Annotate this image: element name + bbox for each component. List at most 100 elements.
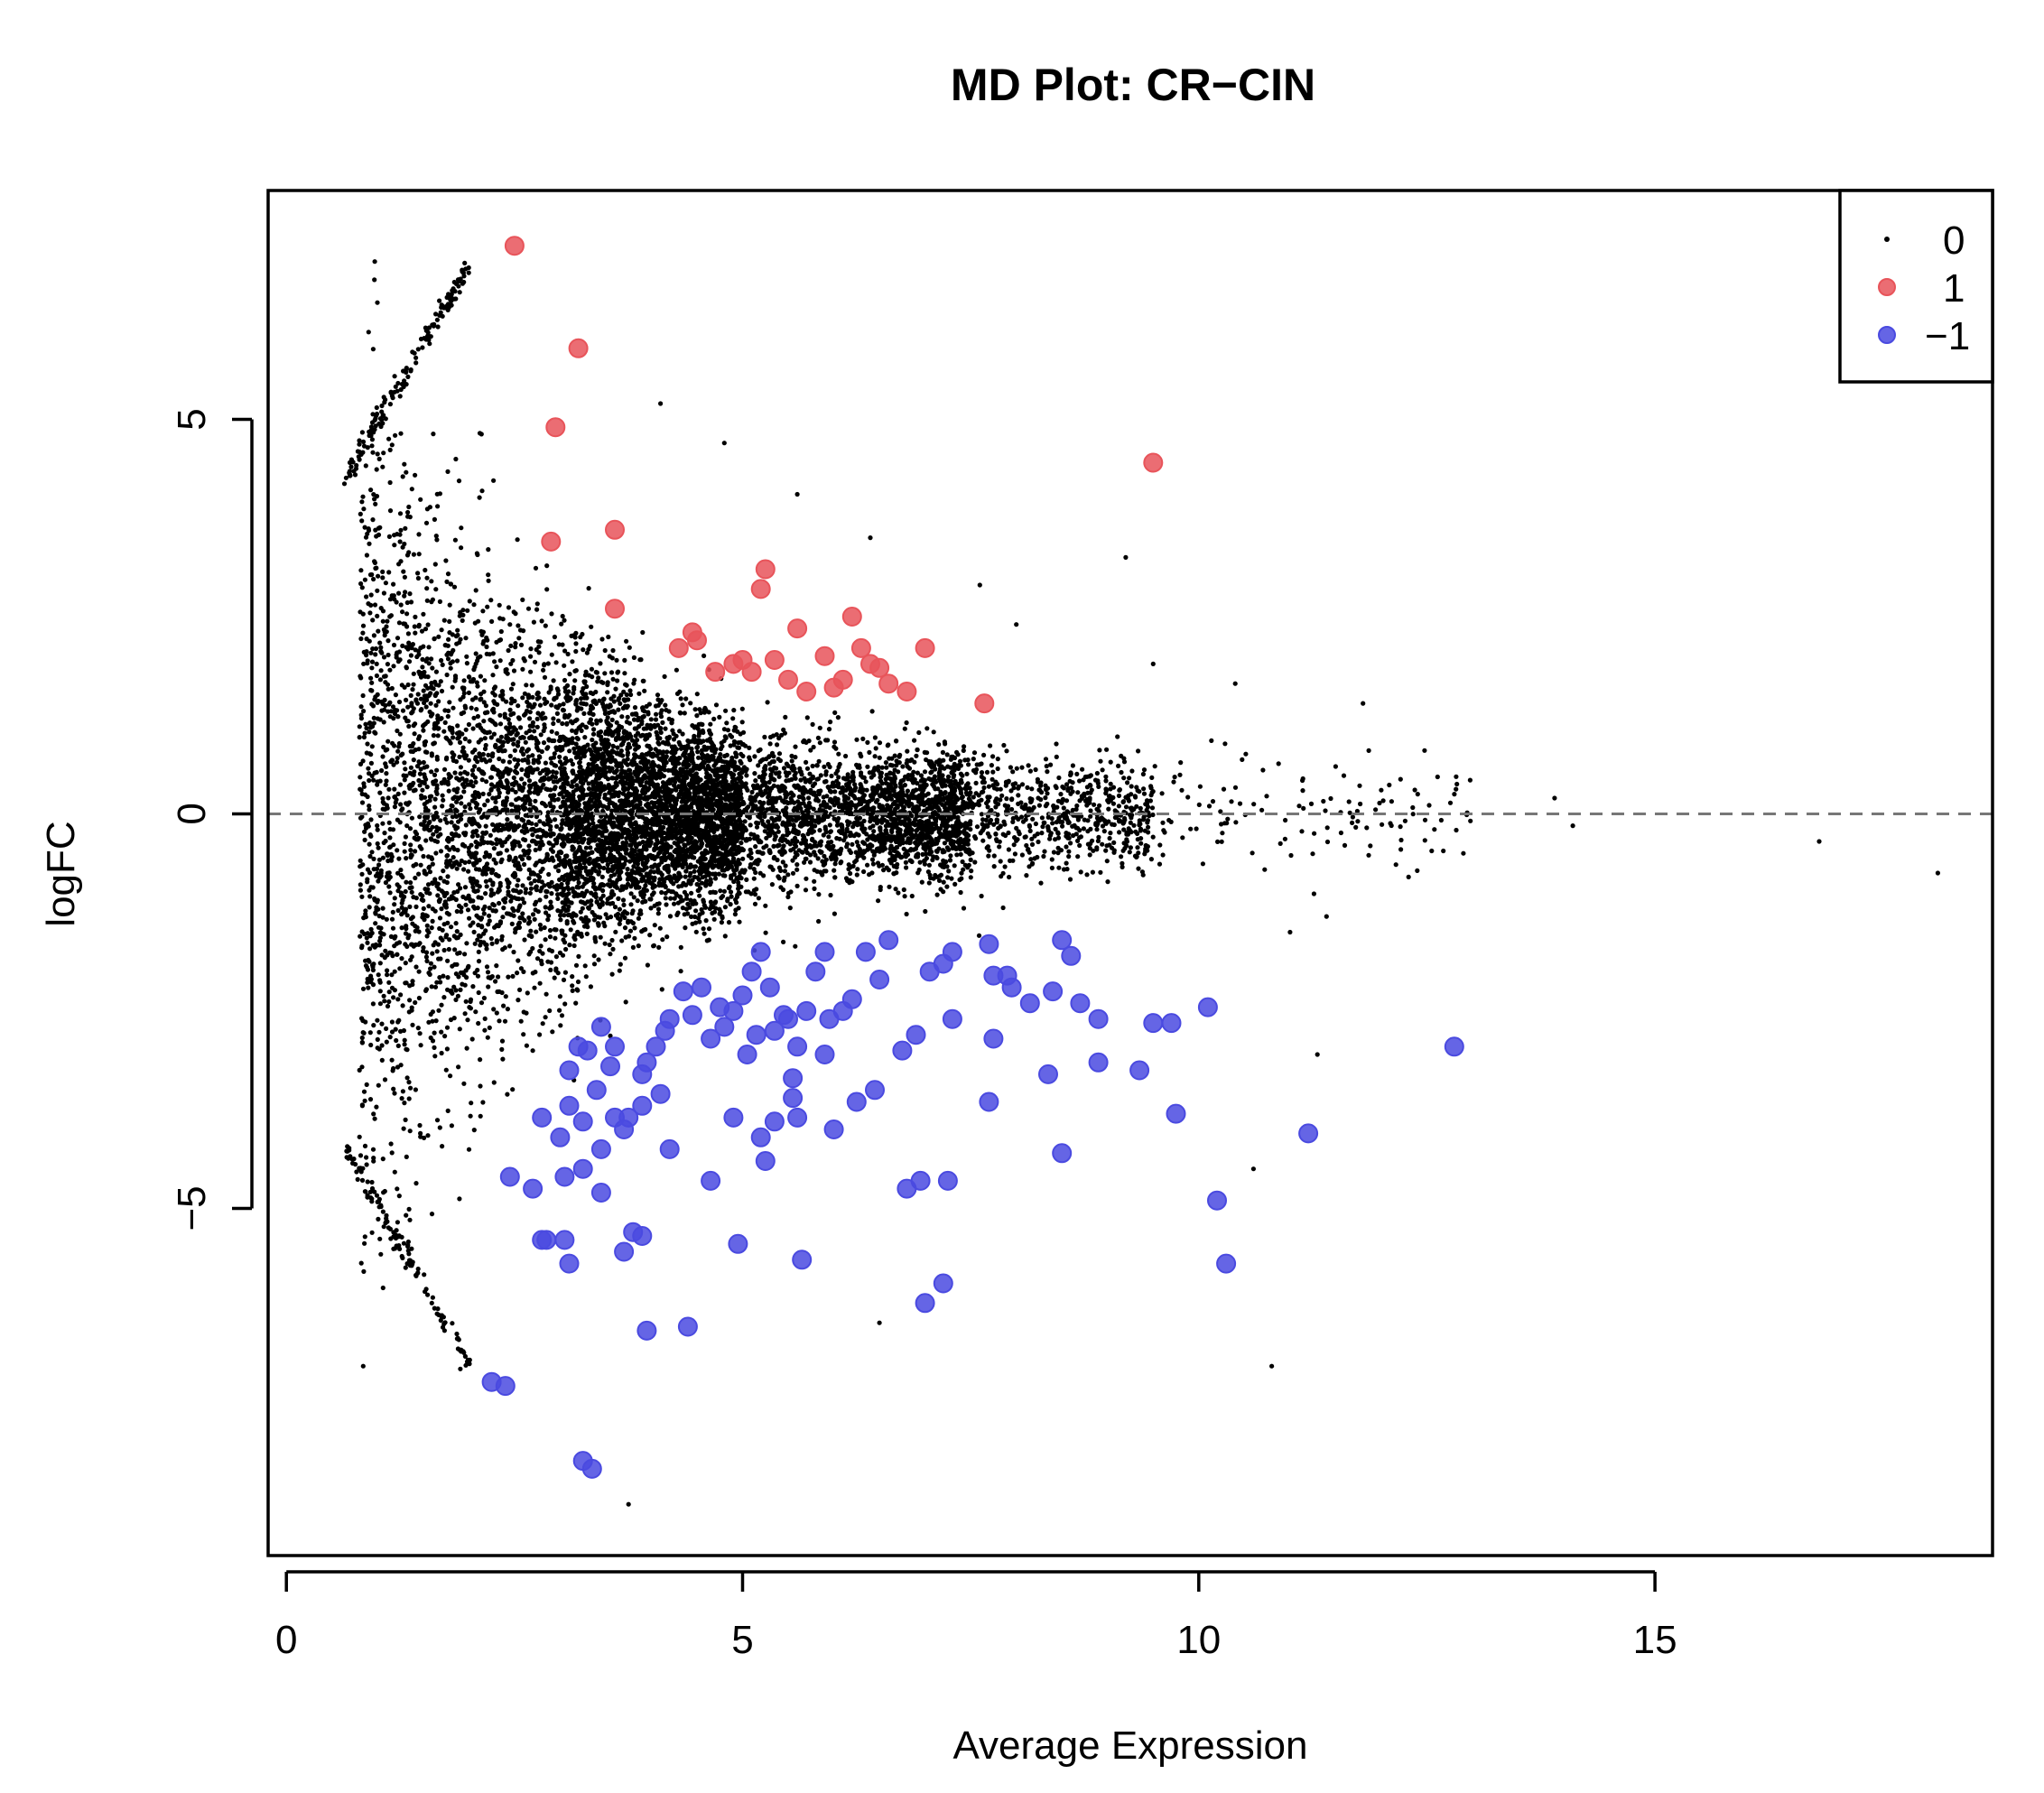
point-not-significant [939, 781, 944, 786]
point-not-significant [519, 776, 525, 782]
point-not-significant [424, 923, 430, 928]
point-not-significant [425, 1133, 431, 1138]
point-not-significant [897, 752, 903, 757]
point-not-significant [475, 713, 481, 720]
point-not-significant [377, 961, 383, 966]
point-not-significant [785, 890, 792, 896]
point-not-significant [1019, 765, 1025, 770]
point-not-significant [482, 678, 488, 683]
point-not-significant [827, 805, 832, 811]
point-not-significant [548, 804, 553, 809]
point-not-significant [418, 1134, 423, 1139]
point-not-significant [434, 757, 440, 762]
point-not-significant [440, 793, 445, 798]
point-not-significant [902, 726, 907, 731]
point-not-significant [998, 859, 1003, 864]
point-not-significant [1259, 807, 1265, 813]
point-not-significant [470, 816, 476, 822]
point-not-significant [537, 1032, 543, 1037]
point-not-significant [520, 695, 525, 701]
point-not-significant [434, 814, 440, 820]
point-not-significant [378, 925, 384, 931]
point-not-significant [948, 853, 953, 859]
point-not-significant [475, 937, 480, 943]
point-not-significant [921, 845, 926, 850]
point-not-significant [432, 1030, 437, 1036]
point-not-significant [1410, 812, 1416, 817]
point-not-significant [469, 1036, 475, 1042]
point-not-significant [1091, 848, 1096, 853]
point-not-significant [393, 800, 398, 805]
point-not-significant [1347, 810, 1352, 815]
point-not-significant [403, 1117, 408, 1122]
point-not-significant [599, 874, 605, 880]
point-not-significant [491, 1080, 497, 1085]
point-not-significant [549, 891, 554, 896]
point-not-significant [581, 647, 586, 653]
point-not-significant [1447, 800, 1454, 805]
point-not-significant [387, 890, 393, 896]
point-not-significant [484, 884, 489, 889]
point-not-significant [527, 802, 533, 807]
point-not-significant [530, 1048, 535, 1054]
point-not-significant [359, 791, 365, 797]
point-not-significant [867, 799, 872, 804]
point-not-significant [418, 862, 423, 868]
point-not-significant [367, 946, 373, 952]
point-not-significant [572, 936, 578, 942]
point-not-significant [359, 871, 365, 877]
point-not-significant [915, 770, 921, 776]
point-not-significant [409, 889, 414, 895]
point-not-significant [368, 1042, 374, 1048]
point-not-significant [685, 738, 691, 744]
point-not-significant [520, 796, 525, 803]
point-not-significant [510, 657, 516, 664]
point-not-significant [835, 715, 841, 720]
point-not-significant [508, 661, 514, 666]
point-not-significant [383, 782, 388, 787]
point-not-significant [488, 782, 495, 787]
point-not-significant [413, 1087, 418, 1092]
point-not-significant [435, 893, 441, 898]
point-not-significant [380, 754, 386, 759]
point-not-significant [402, 777, 407, 783]
point-not-significant [496, 738, 501, 743]
point-not-significant [359, 800, 366, 805]
point-not-significant [1148, 784, 1154, 789]
point-not-significant [625, 867, 630, 872]
point-not-significant [1141, 767, 1147, 773]
point-not-significant [365, 940, 370, 945]
point-not-significant [985, 804, 990, 810]
point-not-significant [445, 958, 451, 963]
point-not-significant [358, 934, 363, 939]
point-not-significant [364, 935, 369, 941]
point-not-significant [761, 873, 766, 878]
point-not-significant [836, 751, 841, 757]
point-not-significant [838, 790, 843, 795]
point-not-significant [382, 999, 387, 1004]
point-not-significant [408, 957, 413, 962]
point-not-significant [726, 920, 732, 925]
point-not-significant [744, 877, 749, 883]
point-not-significant [1054, 820, 1059, 825]
point-not-significant [561, 977, 567, 982]
point-not-significant [894, 763, 899, 768]
point-not-significant [379, 1021, 385, 1027]
point-not-significant [364, 553, 369, 558]
point-not-significant [383, 680, 388, 685]
point-not-significant [1094, 827, 1100, 832]
point-not-significant [359, 518, 365, 524]
point-not-significant [1398, 776, 1403, 782]
point-not-significant [903, 859, 909, 865]
point-not-significant [872, 754, 878, 759]
point-not-significant [555, 896, 561, 902]
point-not-significant [368, 760, 374, 766]
point-not-significant [1088, 826, 1093, 832]
point-not-significant [1098, 758, 1103, 764]
point-not-significant [440, 1144, 445, 1149]
point-not-significant [424, 927, 431, 934]
point-not-significant [467, 859, 472, 865]
point-not-significant [371, 576, 376, 582]
point-not-significant [421, 688, 426, 693]
point-not-significant [584, 683, 590, 690]
